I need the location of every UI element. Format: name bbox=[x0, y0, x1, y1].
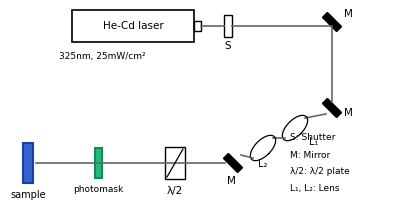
Text: 325nm, 25mW/cm²: 325nm, 25mW/cm² bbox=[59, 51, 145, 60]
Bar bbox=[23, 143, 33, 183]
Text: L₂: L₂ bbox=[258, 159, 267, 169]
Text: L₁: L₁ bbox=[309, 137, 318, 147]
Text: M: M bbox=[344, 108, 353, 118]
Text: S: S bbox=[225, 41, 231, 51]
Bar bbox=[72, 10, 194, 42]
Text: M: Mirror: M: Mirror bbox=[290, 150, 330, 159]
Bar bbox=[194, 21, 201, 31]
Bar bbox=[165, 147, 185, 179]
Text: sample: sample bbox=[10, 190, 46, 200]
Text: He-Cd laser: He-Cd laser bbox=[103, 21, 163, 31]
Text: M: M bbox=[226, 176, 236, 186]
Text: L₁, L₂: Lens: L₁, L₂: Lens bbox=[290, 184, 340, 194]
Text: S: Shutter: S: Shutter bbox=[290, 134, 335, 143]
Bar bbox=[95, 148, 102, 178]
Text: photomask: photomask bbox=[73, 185, 123, 194]
Polygon shape bbox=[224, 154, 242, 173]
Polygon shape bbox=[322, 99, 342, 118]
Text: M: M bbox=[344, 9, 353, 19]
Text: λ/2: λ/2 bbox=[167, 186, 183, 196]
Polygon shape bbox=[322, 12, 342, 32]
Text: λ/2: λ/2 plate: λ/2: λ/2 plate bbox=[290, 168, 350, 177]
Bar bbox=[224, 15, 232, 37]
